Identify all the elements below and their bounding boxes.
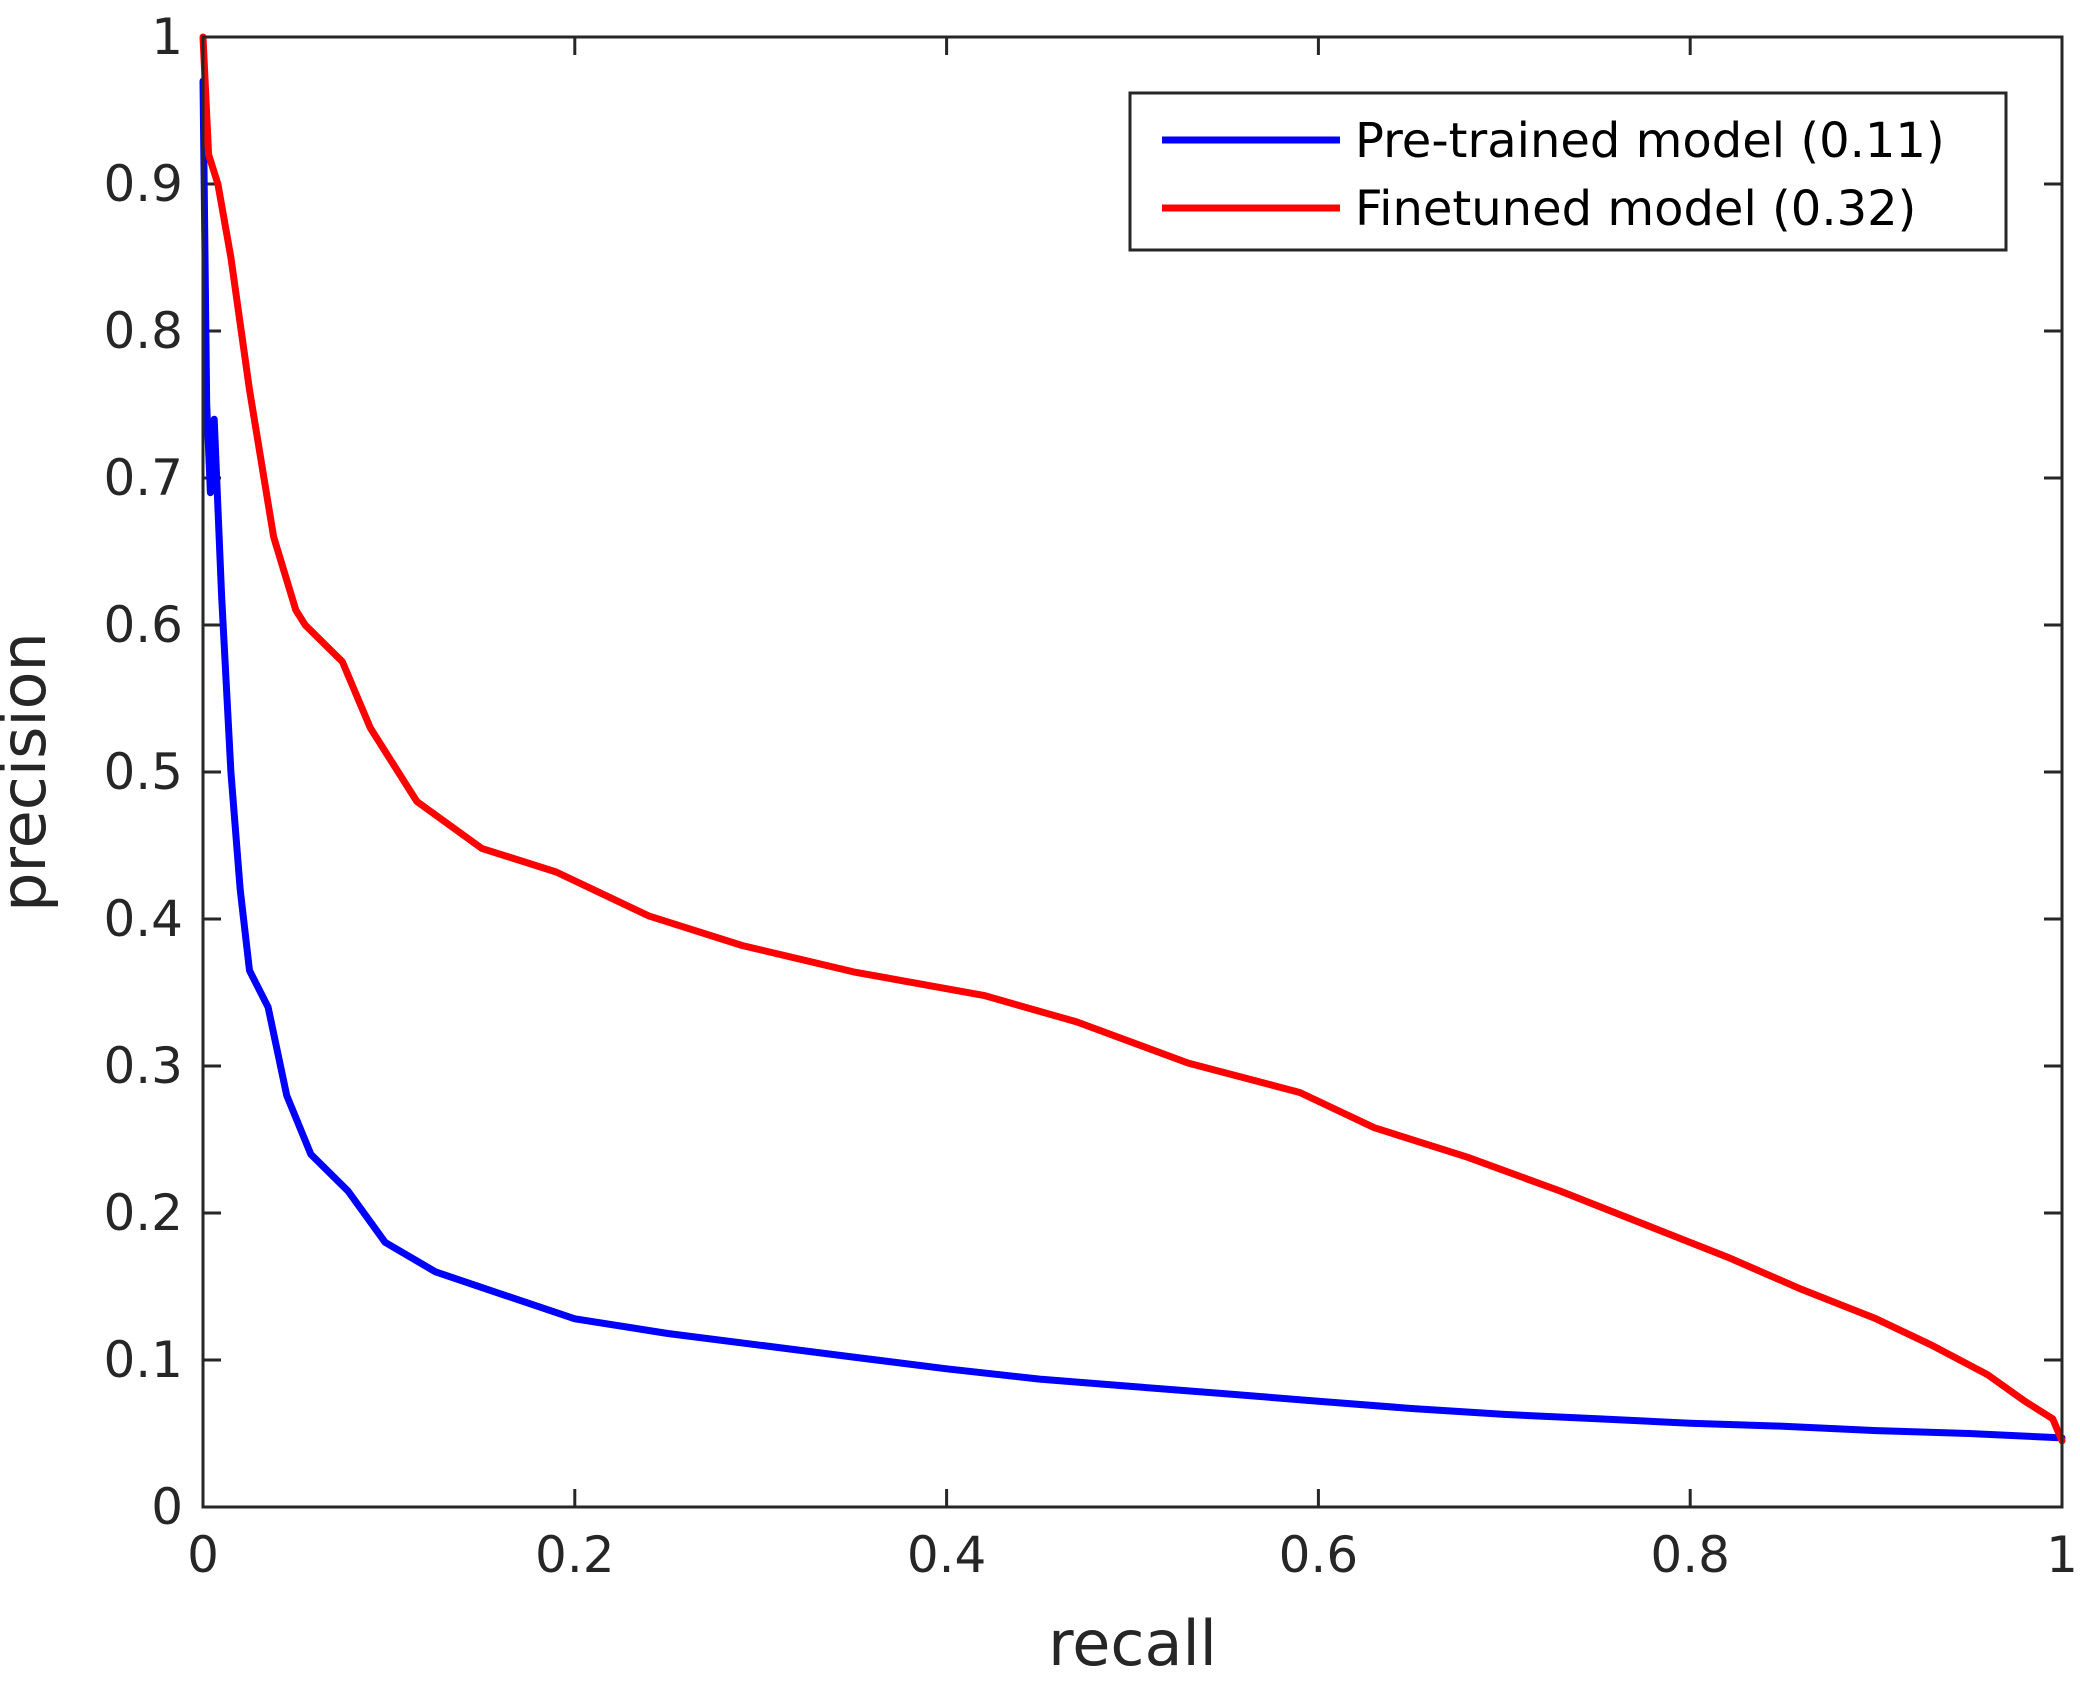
y-tick-label: 0.3	[103, 1037, 183, 1095]
y-tick-label: 0.5	[103, 743, 183, 801]
legend-label-finetuned: Finetuned model (0.32)	[1355, 181, 1916, 237]
legend-label-pretrained: Pre-trained model (0.11)	[1355, 113, 1945, 169]
x-axis-label: recall	[1048, 1607, 1217, 1680]
legend: Pre-trained model (0.11) Finetuned model…	[1128, 91, 2008, 252]
series-line-pretrained	[199, 77, 2066, 1442]
y-tick-label: 0.1	[103, 1331, 183, 1389]
y-axis-label: precision	[0, 632, 60, 912]
series-lines	[199, 33, 2066, 1445]
y-tick-labels: 0 0.1 0.2 0.3 0.4 0.5 0.6 0.7 0.8 0.9 1	[103, 8, 183, 1536]
x-tick-label: 0.8	[1650, 1526, 1730, 1584]
y-tick-label: 0	[151, 1478, 183, 1536]
series-line-finetuned	[199, 33, 2066, 1445]
plot-area-frame	[201, 35, 2064, 1509]
y-tick-label: 0.9	[103, 155, 183, 213]
y-tick-label: 0.2	[103, 1184, 183, 1242]
y-tick-label: 0.8	[103, 302, 183, 360]
x-tick-label: 0.6	[1279, 1526, 1359, 1584]
legend-box	[1128, 91, 2008, 252]
x-tick-label: 0	[187, 1526, 219, 1584]
x-tick-label: 1	[2046, 1526, 2078, 1584]
x-tick-label: 0.4	[907, 1526, 987, 1584]
x-tick-labels: 0 0.2 0.4 0.6 0.8 1	[187, 1526, 2078, 1584]
y-tick-label: 0.6	[103, 596, 183, 654]
y-tick-label: 0.7	[103, 449, 183, 507]
y-tick-label: 0.4	[103, 890, 183, 948]
y-tick-label: 1	[151, 8, 183, 66]
x-tick-label: 0.2	[535, 1526, 615, 1584]
